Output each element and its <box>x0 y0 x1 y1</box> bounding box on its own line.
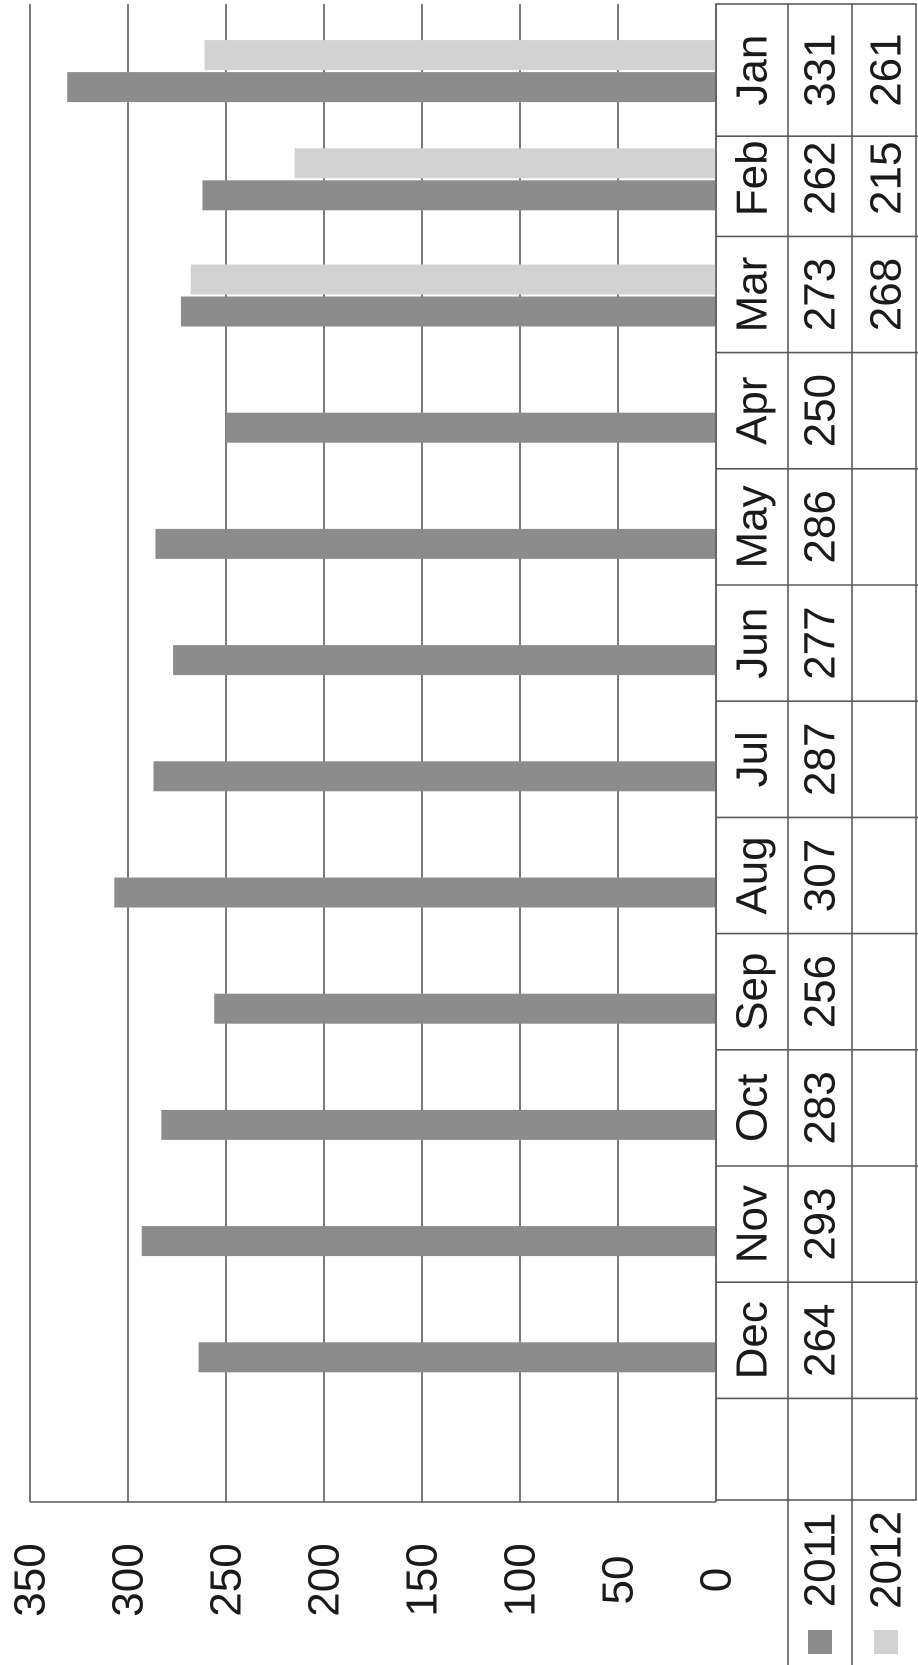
data-label-2012-Mar: 268 <box>862 258 911 331</box>
data-table-border <box>715 3 917 1501</box>
data-label-2012-Jan: 261 <box>862 33 911 106</box>
tick-label-0: 0 <box>692 1568 741 1592</box>
bar-2011-Jul <box>153 761 717 792</box>
data-label-2011-May: 286 <box>796 490 845 563</box>
category-label-Sep: Sep <box>728 953 777 1031</box>
data-label-2011-Sep: 256 <box>796 955 845 1028</box>
tick-label-350: 350 <box>6 1543 55 1616</box>
data-label-2011-Mar: 273 <box>796 258 845 331</box>
data-label-2011-Oct: 283 <box>796 1071 845 1144</box>
data-label-2011-Jan: 331 <box>796 33 845 106</box>
bar-2011-Oct <box>161 1109 716 1140</box>
category-label-Feb: Feb <box>728 140 777 216</box>
bar-2011-Apr <box>226 412 716 443</box>
data-table: Jan 331 261 Feb 262 215 Mar 273 268 Apr 250 May 286 J… <box>715 3 918 1665</box>
data-label-2011-Aug: 307 <box>796 839 845 912</box>
data-label-2011-Feb: 262 <box>796 142 845 215</box>
legend-label-2011: 2011 <box>796 1513 845 1608</box>
category-label-Mar: Mar <box>728 257 777 333</box>
bar-2011-Aug <box>114 877 716 908</box>
gridlines <box>29 4 717 1503</box>
data-label-2012-Feb: 215 <box>862 142 911 215</box>
value-axis: 0 50 100 150 200 250 300 350 <box>6 1543 741 1616</box>
data-label-2011-Nov: 293 <box>796 1187 845 1260</box>
category-label-Jun: Jun <box>728 608 777 679</box>
bar-2011-Sep <box>214 993 717 1024</box>
tick-label-50: 50 <box>594 1556 643 1605</box>
legend-label-2012: 2012 <box>862 1511 911 1609</box>
bar-2012-Feb <box>294 148 716 179</box>
bar-2011-Mar <box>180 296 717 327</box>
tick-label-200: 200 <box>300 1543 349 1616</box>
bar-2011-Jun <box>173 645 716 676</box>
data-label-2011-Jul: 287 <box>796 723 845 796</box>
category-label-May: May <box>728 485 777 568</box>
bar-2011-May <box>155 528 716 559</box>
category-label-Nov: Nov <box>728 1185 777 1263</box>
tick-label-250: 250 <box>202 1543 251 1616</box>
category-label-Jan: Jan <box>728 35 777 106</box>
legend-key-2012 <box>874 1630 898 1654</box>
data-label-2011-Jun: 277 <box>796 606 845 679</box>
bar-2012-Jan <box>204 40 716 71</box>
bar-2011-Nov <box>141 1226 717 1257</box>
tick-label-150: 150 <box>398 1543 447 1616</box>
tick-label-300: 300 <box>104 1543 153 1616</box>
bar-2011-Feb <box>202 180 717 211</box>
data-label-2011-Apr: 250 <box>796 374 845 447</box>
data-label-2011-Dec: 264 <box>796 1304 845 1377</box>
category-label-Jul: Jul <box>728 731 777 787</box>
bar-2012-Mar <box>190 264 717 295</box>
category-label-Apr: Apr <box>728 376 777 444</box>
category-label-Dec: Dec <box>728 1301 777 1379</box>
tick-label-100: 100 <box>496 1543 545 1616</box>
bars <box>67 40 717 1373</box>
category-label-Oct: Oct <box>728 1074 777 1142</box>
bar-2011-Dec <box>198 1342 716 1373</box>
bar-2011-Jan <box>67 72 717 103</box>
legend-key-2011 <box>808 1630 832 1654</box>
category-label-Aug: Aug <box>728 836 777 914</box>
